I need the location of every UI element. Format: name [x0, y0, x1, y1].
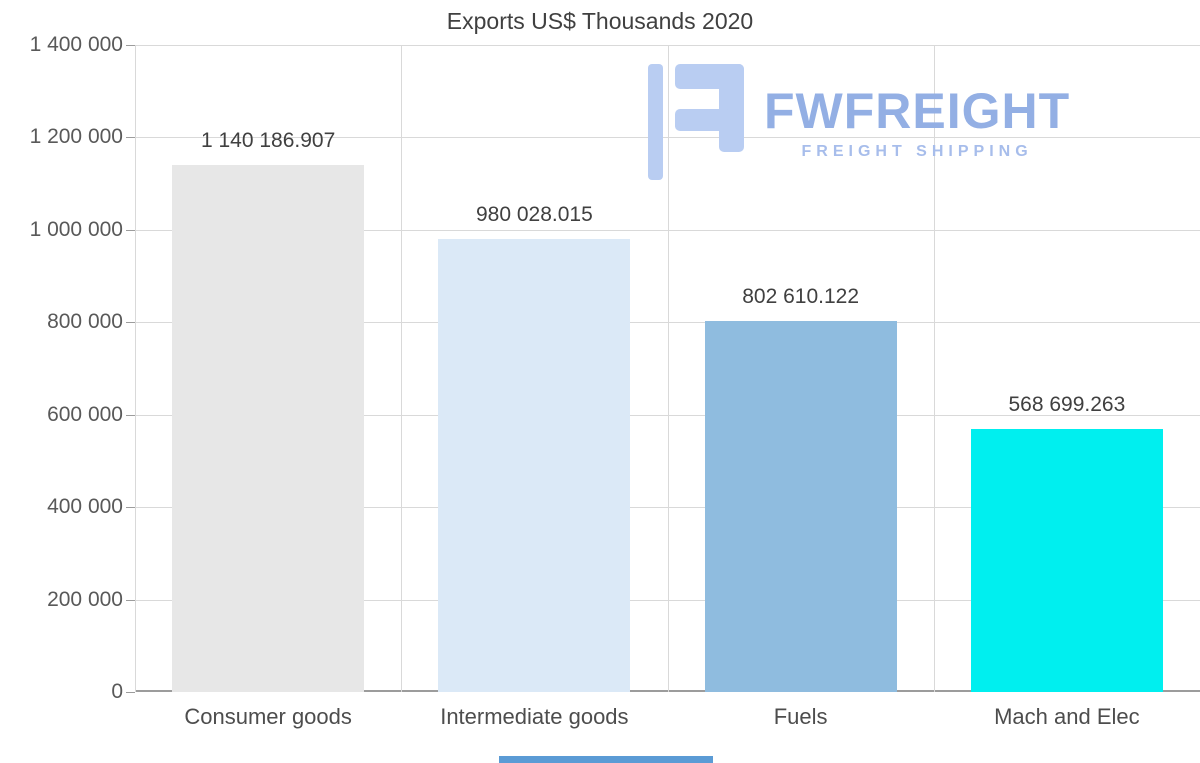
y-tick-label: 200 000 [47, 587, 123, 611]
plot-area: 1 140 186.907 980 028.015 802 610.122 568 6… [126, 45, 1200, 693]
y-tick-mark [126, 599, 135, 601]
y-tick-mark [126, 322, 135, 324]
bar-value-label: 802 610.122 [742, 285, 860, 309]
bar-value-label: 980 028.015 [475, 203, 593, 227]
gridline [933, 45, 935, 692]
y-tick-mark [126, 414, 135, 416]
brand-text-block: FWFREIGHT FREIGHT SHIPPING [764, 83, 1070, 161]
fwfreight-logo-icon [648, 64, 744, 180]
y-tick-mark [126, 137, 135, 139]
gridline [135, 45, 136, 692]
gridline [667, 45, 669, 692]
y-tick-mark [126, 507, 135, 509]
x-category-label: Intermediate goods [440, 704, 629, 729]
y-tick-mark [126, 692, 135, 693]
bar-intermediate-goods [438, 239, 631, 692]
bar-consumer-goods [172, 165, 365, 692]
brand-name: FWFREIGHT [764, 83, 1071, 139]
x-category-label: Fuels [773, 704, 828, 729]
y-tick-mark [126, 45, 135, 46]
x-axis-labels: Consumer goods Intermediate goods Fuels Mac… [135, 702, 1200, 736]
y-tick-label: 800 000 [47, 310, 123, 334]
brand-tagline: FREIGHT SHIPPING [801, 143, 1033, 160]
bar-fuels [704, 321, 897, 692]
y-tick-label: 1 400 000 [29, 33, 123, 56]
fwfreight-watermark: FWFREIGHT FREIGHT SHIPPING [648, 64, 1070, 180]
y-tick-label: 0 [111, 680, 123, 703]
bottom-blue-strip [499, 756, 713, 763]
y-tick-label: 1 200 000 [29, 125, 123, 149]
y-tick-mark [126, 229, 135, 231]
x-category-label: Consumer goods [184, 704, 352, 729]
y-tick-label: 400 000 [47, 495, 123, 519]
gridline [401, 45, 403, 692]
y-tick-label: 1 000 000 [29, 217, 123, 241]
chart-title: Exports US$ Thousands 2020 [446, 8, 754, 34]
bar-mach-and-elec [970, 429, 1163, 692]
x-category-label: Mach and Elec [994, 704, 1140, 729]
bar-value-label: 1 140 186.907 [200, 129, 336, 153]
y-tick-label: 600 000 [47, 402, 123, 426]
bar-value-label: 568 699.263 [1008, 393, 1126, 417]
